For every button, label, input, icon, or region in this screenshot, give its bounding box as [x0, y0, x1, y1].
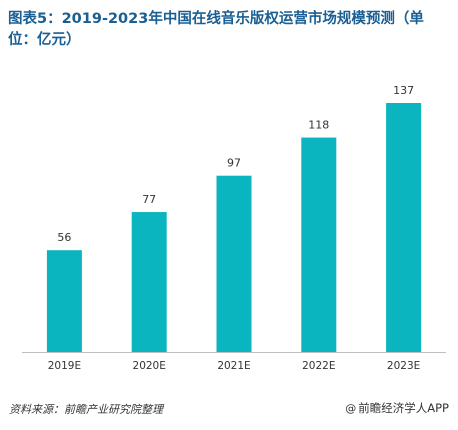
- bar-2019E: [46, 250, 82, 352]
- data-labels-layer: 56 77 97 118 137: [57, 84, 414, 244]
- chart-title: 图表5：2019-2023年中国在线音乐版权运营市场规模预测（单位：亿元）: [8, 11, 424, 48]
- data-label-2023E: 137: [393, 84, 414, 97]
- bar-2023E: [386, 103, 422, 352]
- data-label-2020E: 77: [142, 193, 156, 206]
- source-note: 资料来源：前瞻产业研究院整理: [9, 403, 163, 416]
- data-label-2019E: 56: [57, 231, 71, 244]
- tick-label-2022E: 2022E: [302, 360, 335, 372]
- at-icon: @: [345, 401, 357, 415]
- bars-layer: [46, 103, 422, 352]
- tick-label-2019E: 2019E: [48, 360, 81, 372]
- bar-2022E: [301, 137, 337, 352]
- x-axis-ticks: 2019E 2020E 2021E 2022E 2023E: [48, 360, 421, 372]
- tick-label-2020E: 2020E: [133, 360, 166, 372]
- brand-text: 前瞻经济学人APP: [358, 401, 449, 415]
- bar-2020E: [131, 212, 167, 352]
- tick-label-2023E: 2023E: [387, 360, 420, 372]
- data-label-2022E: 118: [308, 119, 329, 132]
- tick-label-2021E: 2021E: [217, 360, 250, 372]
- brand-watermark: @ 前瞻经济学人APP: [345, 400, 449, 416]
- bar-2021E: [216, 175, 252, 352]
- data-label-2021E: 97: [227, 157, 241, 170]
